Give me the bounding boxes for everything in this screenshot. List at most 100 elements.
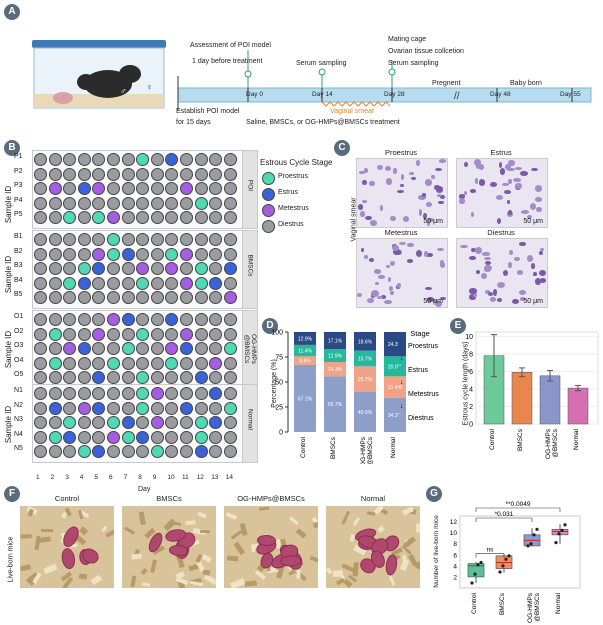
- stage-dot: [48, 313, 62, 326]
- stage-dot: [165, 211, 179, 225]
- category-label: OG-HMPs: [527, 592, 534, 623]
- stage-dot: [136, 401, 150, 415]
- segment-label: 17.1%: [328, 339, 343, 345]
- stage-dot: [63, 327, 77, 341]
- bar-segment: [324, 362, 346, 377]
- segment-label: 12.9%: [298, 336, 313, 342]
- stage-dot: [121, 356, 135, 370]
- stage-dot: [63, 313, 77, 326]
- cell-blob: [375, 282, 380, 286]
- stage-dot: [165, 327, 179, 341]
- stage-dot: [77, 167, 91, 181]
- stage-dot: [150, 233, 164, 246]
- stage-dot: [34, 211, 47, 225]
- cell-blob: [497, 297, 503, 302]
- cell-blob: [503, 190, 511, 194]
- cell-blob: [399, 183, 405, 188]
- stage-dot: [92, 416, 106, 430]
- stage-dot: [34, 387, 47, 400]
- timeline: //: [177, 50, 592, 110]
- cell-blob: [530, 167, 538, 171]
- cell-blob: [484, 290, 490, 294]
- cell-blob: [459, 198, 466, 204]
- stage-dot: [136, 356, 150, 370]
- bedding-chip: [309, 555, 318, 565]
- pup-photo: [224, 506, 318, 588]
- stage-dot: [180, 445, 193, 459]
- stage-dot: [92, 153, 106, 166]
- cell-blob: [357, 292, 363, 297]
- sample-id: B2: [14, 247, 23, 255]
- stage-dot: [180, 153, 193, 166]
- pregnent-text: Pregnent: [432, 80, 461, 87]
- cell-blob: [371, 290, 380, 297]
- stage-dot: [150, 211, 164, 225]
- bedding-chip: [131, 552, 142, 559]
- stage-dot: [209, 196, 223, 210]
- stage-dot: [48, 327, 62, 341]
- sample-id: B3: [14, 262, 23, 270]
- cell-blob: [385, 264, 391, 269]
- bedding-chip: [296, 569, 302, 579]
- stage-dot: [223, 430, 237, 444]
- stage-dot: [92, 313, 106, 326]
- bedding-chip: [312, 521, 318, 529]
- stage-dot: [92, 182, 106, 196]
- day-tick: 4: [79, 474, 84, 481]
- stage-dot: [150, 416, 164, 430]
- y-tick-label: 100: [271, 330, 283, 337]
- stage-dot: [209, 327, 223, 341]
- segment-label: 67.1%: [298, 396, 313, 402]
- stage-dot: [107, 182, 120, 196]
- stage-dot: [107, 262, 120, 276]
- stage-dot: [223, 445, 237, 459]
- stage-dot: [63, 153, 77, 166]
- assessment-text-2: 1 day before treatment: [192, 58, 263, 65]
- cell-blob: [369, 180, 375, 187]
- stage-dot: [194, 276, 208, 290]
- cell-blob: [368, 257, 375, 263]
- segment-label: 40.0%: [358, 410, 373, 416]
- cell-blob: [519, 241, 526, 247]
- cell-blob: [471, 248, 477, 253]
- day-tick: 3: [65, 474, 69, 481]
- stage-dot: [92, 342, 106, 356]
- stage-dot: [150, 445, 164, 459]
- cell-blob: [539, 247, 545, 252]
- sample-id: P3: [14, 182, 23, 190]
- stage-dot: [92, 371, 106, 385]
- stage-dot: [63, 196, 77, 210]
- cell-blob: [386, 178, 392, 185]
- pup: [383, 554, 398, 577]
- stage-dot: [136, 371, 150, 385]
- pup-photo: [122, 506, 216, 588]
- stage-dot: [223, 291, 237, 305]
- bedding-chip: [130, 575, 137, 587]
- cell-blob: [493, 289, 497, 296]
- stage-dot: [165, 247, 179, 261]
- stage-dot: [92, 327, 106, 341]
- segment-label: 12.9%: [328, 354, 343, 360]
- cell-blob: [424, 179, 432, 186]
- cell-blob: [438, 200, 445, 205]
- stage-dot: [121, 276, 135, 290]
- cell-blob: [431, 174, 435, 180]
- day14: Day 14: [312, 91, 333, 98]
- stage-dot: [165, 153, 179, 166]
- serum-sampling-1: Serum sampling: [296, 60, 347, 67]
- data-point: [526, 544, 530, 548]
- legend-label: Metestrus: [278, 205, 309, 212]
- stage-dot: [107, 167, 120, 181]
- stage-dot: [92, 167, 106, 181]
- sig-bracket: [475, 553, 505, 558]
- pup-title: BMSCs: [156, 494, 182, 503]
- bar-segment: [354, 350, 376, 367]
- stage-dot: [48, 291, 62, 305]
- segment-label: 55.7%: [328, 402, 343, 408]
- stage-dot: [92, 276, 106, 290]
- stage-dot: [107, 342, 120, 356]
- bedding-chip: [342, 510, 351, 525]
- cell-blob: [507, 178, 513, 184]
- svg-text:♂: ♂: [120, 86, 127, 96]
- stage-dot: [165, 387, 179, 400]
